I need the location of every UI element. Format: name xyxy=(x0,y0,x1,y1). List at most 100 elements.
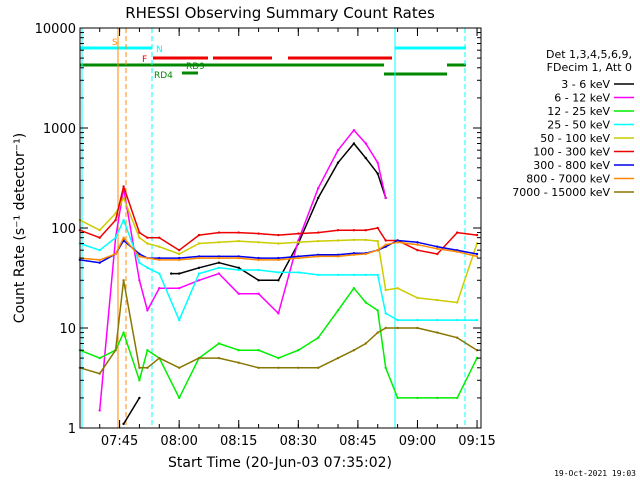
series-point xyxy=(384,288,387,292)
series-point xyxy=(257,292,260,295)
legend-entry-label: 12 - 25 keV xyxy=(547,105,610,118)
series-line xyxy=(122,397,141,425)
x-tick-label: 08:15 xyxy=(220,434,257,449)
series-point xyxy=(396,396,399,400)
series-point xyxy=(436,252,439,256)
x-tick-label: 09:00 xyxy=(399,434,436,449)
series-point xyxy=(146,349,149,352)
series-point xyxy=(297,256,300,260)
series-point xyxy=(384,312,387,315)
series-point xyxy=(416,243,419,246)
series-point xyxy=(178,287,181,290)
series-point xyxy=(376,331,379,334)
series-point xyxy=(98,409,101,412)
series-point xyxy=(336,309,340,312)
series-point xyxy=(277,312,280,315)
series-point xyxy=(364,229,367,232)
series-point xyxy=(158,272,161,275)
series-point xyxy=(197,356,201,360)
series-point xyxy=(158,236,161,239)
series-point xyxy=(436,318,439,322)
legend-entry-label: 6 - 12 keV xyxy=(554,92,610,105)
series-point xyxy=(297,255,300,258)
series-point xyxy=(114,349,117,352)
series-point xyxy=(146,242,149,245)
series-point xyxy=(158,356,161,360)
series-line xyxy=(171,142,387,282)
series-point xyxy=(98,249,101,252)
series-point xyxy=(376,161,379,164)
series-point xyxy=(237,361,240,364)
series-point xyxy=(257,258,260,262)
y-axis: 1 10 100 1000 10000 xyxy=(35,22,481,437)
series-point xyxy=(217,261,221,264)
series-point xyxy=(114,252,117,256)
series-point xyxy=(352,129,356,132)
series-point xyxy=(138,261,141,264)
series-point xyxy=(376,273,379,277)
series-point xyxy=(217,342,221,345)
series-point xyxy=(138,279,141,282)
series-point xyxy=(197,272,201,275)
series-point xyxy=(436,245,439,248)
series-point xyxy=(122,422,125,426)
series-point xyxy=(376,226,379,230)
series-point xyxy=(475,252,479,256)
series-point xyxy=(217,256,221,260)
series-point xyxy=(384,243,387,246)
series-point xyxy=(98,261,101,264)
series-point xyxy=(138,396,141,400)
series-point xyxy=(336,273,340,277)
series-point xyxy=(237,231,240,234)
y-axis-label: Count Rate (s⁻¹ detector⁻¹) xyxy=(12,133,28,323)
series-point xyxy=(416,326,419,330)
x-tick-label: 09:15 xyxy=(458,434,495,449)
x-axis-label: Start Time (20-Jun-03 07:35:02) xyxy=(168,455,392,471)
annotation-label: F xyxy=(142,55,147,65)
series-point xyxy=(146,256,149,260)
series-point xyxy=(352,142,356,145)
series-point xyxy=(138,231,141,234)
series-point xyxy=(352,253,356,256)
series-point xyxy=(178,396,181,400)
series-point xyxy=(277,258,280,262)
series-point xyxy=(257,268,260,272)
series-point xyxy=(364,273,367,277)
series-point xyxy=(297,349,300,352)
x-tick-label: 08:30 xyxy=(280,434,317,449)
series-point xyxy=(122,185,125,188)
series-point xyxy=(237,349,240,352)
legend-header: FDecim 1, Att 0 xyxy=(547,61,632,74)
series-point xyxy=(396,239,399,242)
series-point xyxy=(217,356,221,360)
series-point xyxy=(98,258,101,262)
series-point xyxy=(352,287,356,290)
series-point xyxy=(122,331,125,334)
series-point xyxy=(416,249,419,252)
series-point xyxy=(178,252,181,256)
series-point xyxy=(297,241,300,244)
series-point xyxy=(336,356,340,360)
series-point xyxy=(122,218,125,222)
series-point xyxy=(317,187,320,190)
annotation-label: S xyxy=(112,38,118,48)
series-point xyxy=(456,301,459,304)
series-point xyxy=(138,379,141,382)
series-point xyxy=(217,255,221,258)
series-point xyxy=(456,231,459,234)
series-point xyxy=(396,318,399,322)
annotation-label: N xyxy=(156,45,163,55)
series-point xyxy=(352,273,356,277)
series-point xyxy=(364,238,367,242)
series-point xyxy=(336,229,340,232)
series-point xyxy=(277,271,280,274)
series-point xyxy=(237,268,240,272)
x-tick-label: 07:45 xyxy=(101,434,138,449)
series-point xyxy=(98,236,101,239)
series-point xyxy=(277,233,280,237)
series-point xyxy=(352,349,356,352)
series-point xyxy=(297,271,300,274)
y-tick-label: 100 xyxy=(51,222,76,237)
series-point xyxy=(384,239,387,242)
